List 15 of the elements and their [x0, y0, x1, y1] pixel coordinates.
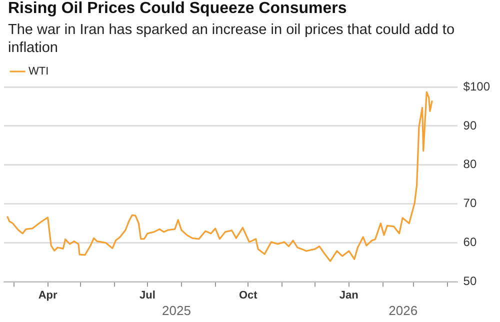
x-tick-label: Jan — [339, 289, 359, 302]
y-tick-label: 90 — [463, 118, 477, 132]
y-tick-label: 70 — [463, 196, 477, 210]
x-tick-label: Oct — [239, 289, 258, 302]
x-tick-label: Apr — [38, 289, 58, 302]
y-tick-label: 60 — [463, 235, 477, 250]
x-tick-label: Jul — [139, 289, 156, 302]
y-tick-label: 80 — [463, 157, 477, 172]
y-tick-label: $100 — [463, 79, 490, 94]
legend-label: WTI — [28, 66, 49, 78]
y-tick-label: 50 — [463, 274, 477, 288]
text: 2026 — [388, 303, 418, 318]
chart-title: Rising Oil Prices Could Squeeze Consumers — [8, 0, 347, 18]
chart-subtitle: The war in Iran has sparked an increase in oil prices that could add to inflation — [8, 21, 456, 57]
text: 2025 — [162, 303, 191, 318]
